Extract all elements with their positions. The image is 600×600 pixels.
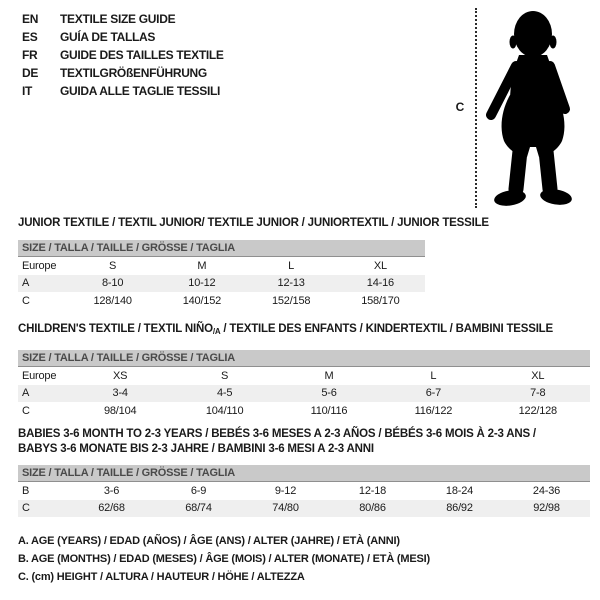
cell: 62/68: [98, 502, 125, 515]
table-row: C 128/140 140/152 152/158 158/170: [18, 292, 425, 310]
childrens-textile-table: CHILDREN'S TEXTILE / TEXTIL NIÑO/A / TEX…: [18, 322, 590, 420]
cell: 14-16: [366, 277, 394, 290]
cell: 4-5: [216, 387, 233, 400]
cell: 3-6: [103, 484, 120, 497]
cell: 86/92: [446, 502, 473, 515]
cell: 104/110: [205, 404, 244, 417]
table-row: Europe XS S M L XL: [18, 367, 590, 385]
table-title-part: CHILDREN'S TEXTILE / TEXTIL NIÑO: [18, 323, 213, 335]
language-code: ES: [22, 30, 38, 44]
cell: L: [288, 259, 295, 272]
language-row: ES GUÍA DE TALLAS: [22, 28, 224, 46]
table-title: CHILDREN'S TEXTILE / TEXTIL NIÑO/A / TEX…: [18, 322, 590, 339]
height-dotted-line: [475, 8, 477, 208]
language-title: GUIDE DES TAILLES TEXTILE: [60, 48, 224, 62]
cell: 3-4: [112, 387, 129, 400]
table-title-part: / TEXTILE DES ENFANTS / KINDERTEXTIL / B…: [220, 323, 553, 335]
cell: 9-12: [274, 484, 297, 497]
cell: 10-12: [188, 277, 216, 290]
cell: 5-6: [321, 387, 337, 400]
language-code: DE: [22, 66, 39, 80]
cell: 140/152: [182, 294, 222, 307]
cell: 152/158: [271, 294, 311, 307]
table-title-line2: BABYS 3-6 MONATE BIS 2-3 JAHRE / BAMBINI…: [18, 443, 374, 455]
language-row: IT GUIDA ALLE TAGLIE TESSILI: [22, 82, 224, 100]
height-figure: C: [450, 0, 600, 215]
babies-textile-table: BABIES 3-6 MONTH TO 2-3 YEARS / BEBÉS 3-…: [18, 427, 590, 517]
cell: XL: [373, 259, 387, 272]
cell: 92/98: [533, 502, 560, 515]
cell: S: [221, 369, 229, 382]
cell: 6-9: [190, 484, 207, 497]
baby-silhouette-icon: [486, 11, 572, 206]
cell: 8-10: [102, 277, 124, 290]
language-code: IT: [22, 84, 33, 98]
language-title: GUIDA ALLE TAGLIE TESSILI: [60, 84, 221, 98]
cell: M: [197, 259, 207, 272]
table-title-subscript: /A: [212, 327, 221, 336]
cell: 7-8: [530, 387, 546, 400]
row-label: C: [22, 404, 30, 417]
language-row: EN TEXTILE SIZE GUIDE: [22, 10, 224, 28]
language-title: TEXTILE SIZE GUIDE: [60, 12, 176, 26]
size-header-bar: SIZE / TALLA / TAILLE / GRÖSSE / TAGLIA: [18, 465, 590, 482]
row-label: A: [22, 277, 30, 290]
size-header-bar: SIZE / TALLA / TAILLE / GRÖSSE / TAGLIA: [18, 240, 425, 257]
language-row: DE TEXTILGRÖßENFÜHRUNG: [22, 64, 224, 82]
language-code: EN: [22, 12, 39, 26]
cell: 24-36: [532, 484, 561, 497]
table-row: A 8-10 10-12 12-13 14-16: [18, 274, 425, 292]
cell: 18-24: [445, 484, 474, 497]
cell: 116/122: [414, 404, 453, 417]
cell: 80/86: [359, 502, 386, 515]
footnotes: A. AGE (YEARS) / EDAD (AÑOS) / ÂGE (ANS)…: [18, 532, 430, 586]
language-title: TEXTILGRÖßENFÜHRUNG: [60, 66, 207, 80]
table-row: B 3-6 6-9 9-12 12-18 18-24 24-36: [18, 482, 590, 500]
cell: 158/170: [361, 294, 400, 307]
row-label: C: [22, 502, 30, 515]
row-label: A: [22, 387, 30, 400]
cell: 110/116: [310, 404, 348, 417]
table-title: BABIES 3-6 MONTH TO 2-3 YEARS / BEBÉS 3-…: [18, 427, 590, 457]
cell: 12-18: [358, 484, 387, 497]
cell: 6-7: [425, 387, 442, 400]
row-label: B: [22, 484, 30, 497]
language-code: FR: [22, 48, 38, 62]
language-row: FR GUIDE DES TAILLES TEXTILE: [22, 46, 224, 64]
size-header-bar: SIZE / TALLA / TAILLE / GRÖSSE / TAGLIA: [18, 350, 590, 367]
cell: 12-13: [277, 277, 305, 290]
cell: 122/128: [518, 404, 558, 417]
row-label: Europe: [22, 369, 57, 382]
table-title: JUNIOR TEXTILE / TEXTIL JUNIOR/ TEXTILE …: [18, 217, 489, 229]
language-title: GUÍA DE TALLAS: [60, 30, 156, 44]
footnote-a: A. AGE (YEARS) / EDAD (AÑOS) / ÂGE (ANS)…: [18, 535, 400, 547]
cell: XS: [113, 369, 128, 382]
table-row: A 3-4 4-5 5-6 6-7 7-8: [18, 384, 590, 402]
table-title-line1: BABIES 3-6 MONTH TO 2-3 YEARS / BEBÉS 3-…: [18, 428, 536, 440]
table-row: C 98/104 104/110 110/116 116/122 122/128: [18, 402, 590, 420]
cell: 68/74: [185, 502, 212, 515]
cell: S: [109, 259, 117, 272]
cell: XL: [531, 369, 545, 382]
row-label: Europe: [22, 259, 57, 272]
cell: 128/140: [93, 294, 132, 307]
footnote-c: C. (cm) HEIGHT / ALTURA / HAUTEUR / HÖHE…: [18, 571, 305, 583]
table-row: C 62/68 68/74 74/80 80/86 86/92 92/98: [18, 499, 590, 517]
cell: M: [324, 369, 334, 382]
junior-textile-table: JUNIOR TEXTILE / TEXTIL JUNIOR/ TEXTILE …: [18, 216, 489, 310]
table-row: Europe S M L XL: [18, 257, 425, 275]
row-label: C: [22, 294, 30, 307]
footnote-b: B. AGE (MONTHS) / EDAD (MESES) / ÂGE (MO…: [18, 553, 430, 565]
cell: 98/104: [103, 404, 137, 417]
cell: 74/80: [272, 502, 299, 515]
language-list: EN TEXTILE SIZE GUIDE ES GUÍA DE TALLAS …: [22, 10, 224, 100]
height-measure-label: C: [455, 100, 465, 114]
cell: L: [430, 369, 437, 382]
